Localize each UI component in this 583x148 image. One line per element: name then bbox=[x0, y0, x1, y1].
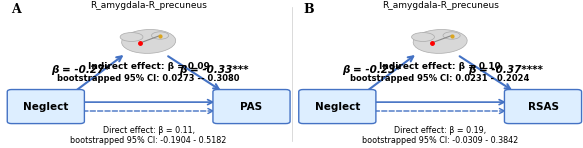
Text: Neglect: Neglect bbox=[23, 102, 69, 112]
FancyBboxPatch shape bbox=[213, 90, 290, 124]
Text: PAS: PAS bbox=[240, 102, 262, 112]
Text: Direct effect: β = 0.19,: Direct effect: β = 0.19, bbox=[394, 126, 486, 135]
Text: β = -0.37****: β = -0.37**** bbox=[468, 65, 543, 75]
Ellipse shape bbox=[413, 30, 467, 53]
Text: R_amygdala-R_precuneus: R_amygdala-R_precuneus bbox=[90, 1, 207, 11]
Text: bootstrapped 95% CI: 0.0231 - 0.2024: bootstrapped 95% CI: 0.0231 - 0.2024 bbox=[350, 74, 530, 83]
Text: Indirect effect: β = 0.10: Indirect effect: β = 0.10 bbox=[380, 62, 501, 71]
Text: RSAS: RSAS bbox=[528, 102, 559, 112]
Ellipse shape bbox=[122, 30, 175, 53]
Text: β = -0.27*: β = -0.27* bbox=[51, 65, 110, 75]
Text: β = -0.33***: β = -0.33*** bbox=[180, 65, 249, 75]
Ellipse shape bbox=[412, 33, 434, 41]
FancyBboxPatch shape bbox=[504, 90, 582, 124]
Ellipse shape bbox=[152, 32, 168, 39]
Text: bootstrapped 95% CI: -0.0309 - 0.3842: bootstrapped 95% CI: -0.0309 - 0.3842 bbox=[362, 136, 518, 145]
Text: bootstrapped 95% CI: -0.1904 - 0.5182: bootstrapped 95% CI: -0.1904 - 0.5182 bbox=[71, 136, 227, 145]
Text: Neglect: Neglect bbox=[315, 102, 360, 112]
FancyBboxPatch shape bbox=[7, 90, 85, 124]
Text: R_amygdala-R_precuneus: R_amygdala-R_precuneus bbox=[382, 1, 498, 11]
Text: bootstrapped 95% CI: 0.0273 -- 0.3080: bootstrapped 95% CI: 0.0273 -- 0.3080 bbox=[57, 74, 240, 83]
FancyBboxPatch shape bbox=[298, 90, 376, 124]
Ellipse shape bbox=[120, 33, 143, 41]
Text: Direct effect: β = 0.11,: Direct effect: β = 0.11, bbox=[103, 126, 195, 135]
Text: A: A bbox=[12, 3, 22, 16]
Text: B: B bbox=[303, 3, 314, 16]
Text: β = -0.23*: β = -0.23* bbox=[342, 65, 401, 75]
Ellipse shape bbox=[443, 32, 460, 39]
Text: Indirect effect: β = 0.09: Indirect effect: β = 0.09 bbox=[87, 62, 210, 71]
